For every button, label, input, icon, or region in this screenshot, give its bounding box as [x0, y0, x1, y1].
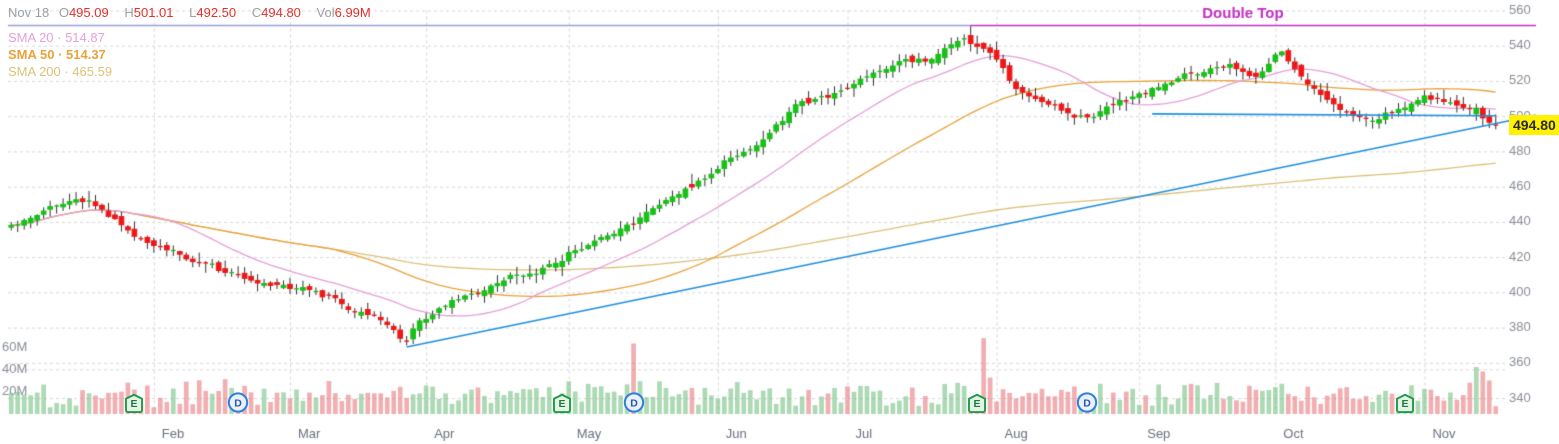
- svg-text:E: E: [131, 398, 138, 410]
- svg-text:D: D: [234, 397, 242, 409]
- svg-text:D: D: [630, 397, 638, 409]
- svg-text:E: E: [559, 398, 566, 410]
- svg-text:D: D: [1084, 397, 1092, 409]
- svg-text:E: E: [974, 398, 981, 410]
- svg-text:E: E: [1401, 398, 1408, 410]
